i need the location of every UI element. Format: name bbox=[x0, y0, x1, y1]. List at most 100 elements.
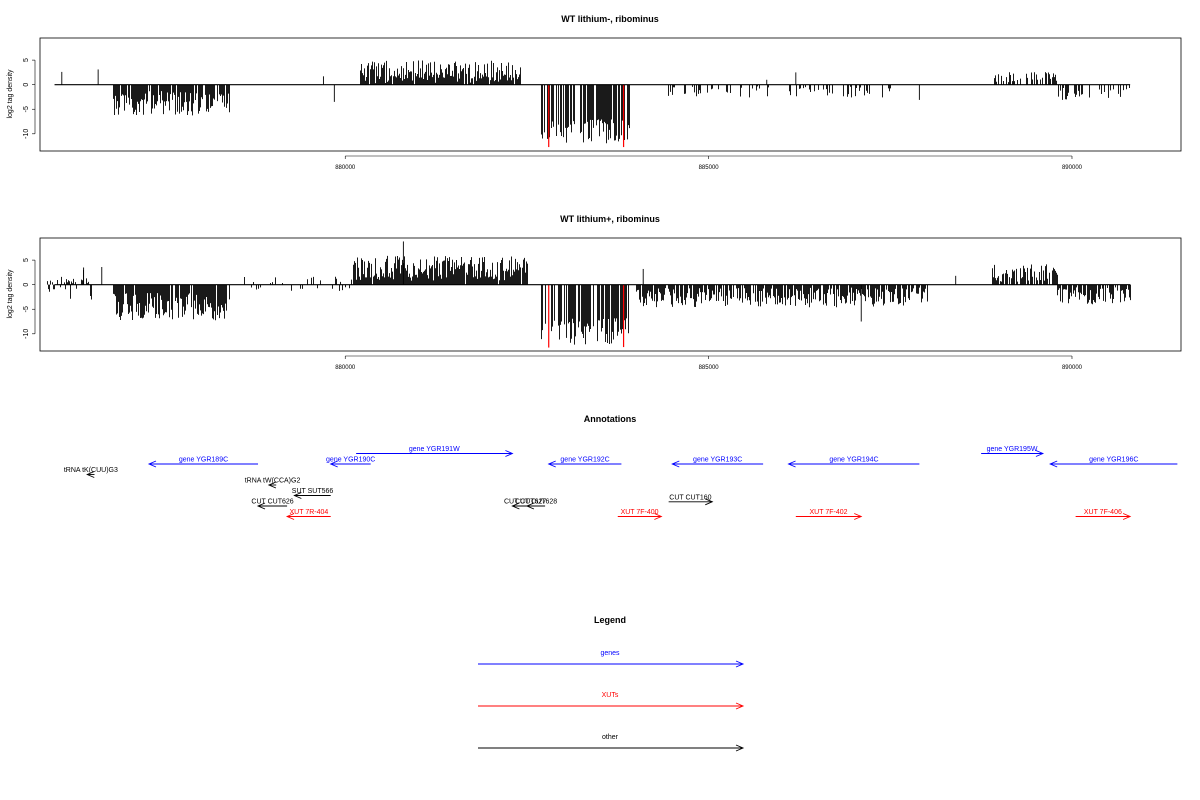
x-axis: 880000 885000 890000 bbox=[335, 355, 1083, 371]
legend-entry-gene: genes bbox=[478, 650, 745, 668]
arrow-head bbox=[547, 460, 556, 468]
feature-gene: gene YGR190C bbox=[326, 457, 375, 468]
y-tick-label: 0 bbox=[23, 283, 30, 287]
arrow-head bbox=[705, 498, 714, 506]
y-tick-label: -5 bbox=[23, 106, 30, 112]
y-tick-label: -5 bbox=[23, 306, 30, 312]
feature-gene: gene YGR194C bbox=[787, 457, 920, 468]
legend-arrow-head bbox=[735, 744, 745, 752]
arrow-head bbox=[671, 460, 680, 468]
legend-arrow-head bbox=[735, 702, 745, 710]
panel-title: WT lithium+, ribominus bbox=[560, 214, 660, 224]
arrow-head bbox=[511, 502, 520, 510]
arrow-head bbox=[654, 513, 663, 520]
feature-label: gene YGR191W bbox=[409, 446, 460, 453]
legend-arrow-head bbox=[735, 660, 745, 668]
arrow-head bbox=[267, 481, 277, 489]
feature-label: CUT CUT628 bbox=[515, 499, 557, 506]
arrow-head bbox=[505, 450, 514, 457]
plot-frame bbox=[39, 37, 1182, 152]
arrow-head bbox=[256, 502, 266, 510]
feature-arrows: gene YGR189C tRNA tK(CUU)G3 tRNA tW(CCA)G2… bbox=[64, 446, 1178, 520]
annotation-track: Annotations gene YGR189C tRNA tK(CUU)G3 tR… bbox=[64, 414, 1178, 520]
feature-label: gene YGR194C bbox=[829, 457, 878, 464]
legend-label: other bbox=[602, 734, 619, 741]
x-tick-label: 890000 bbox=[1062, 165, 1083, 171]
x-tick-label: 880000 bbox=[335, 165, 356, 171]
arrow-head bbox=[293, 492, 302, 499]
legend-label: genes bbox=[600, 650, 620, 657]
arrow-head bbox=[86, 471, 95, 478]
feature-other: tRNA tK(CUU)G3 bbox=[64, 467, 118, 478]
legend-entry-other: other bbox=[478, 734, 745, 752]
x-axis: 880000 885000 890000 bbox=[335, 155, 1083, 171]
feature-other: CUT CUT628 bbox=[515, 499, 557, 510]
feature-other: CUT CUT626 bbox=[251, 499, 294, 510]
plot-frame bbox=[39, 237, 1182, 352]
y-axis-label: log2 tag density bbox=[7, 269, 14, 319]
feature-other: tRNA tW(CCA)G2 bbox=[245, 478, 301, 489]
panel-title: WT lithium-, ribominus bbox=[561, 14, 659, 24]
feature-label: XUT 7F-400 bbox=[621, 509, 659, 516]
feature-gene: gene YGR195W bbox=[981, 446, 1045, 457]
feature-gene: gene YGR196C bbox=[1049, 457, 1178, 468]
y-axis: 5 0 -5 -10 bbox=[23, 58, 36, 139]
feature-label: XUT 7F-406 bbox=[1084, 509, 1122, 516]
track-panel-lithium-minus: WT lithium-, ribominus log2 tag density … bbox=[7, 14, 1182, 171]
density-bars bbox=[47, 241, 1131, 348]
feature-xut: XUT 7F-406 bbox=[1075, 509, 1132, 520]
y-tick-label: 5 bbox=[23, 58, 30, 62]
feature-label: SUT SUT566 bbox=[292, 488, 334, 495]
feature-label: gene YGR189C bbox=[179, 457, 228, 464]
feature-label: gene YGR196C bbox=[1089, 457, 1138, 464]
legend-entry-xut: XUTs bbox=[478, 692, 745, 710]
feature-label: XUT 7F-402 bbox=[810, 509, 848, 516]
arrow-head bbox=[787, 460, 796, 468]
y-tick-label: 0 bbox=[23, 83, 30, 87]
feature-xut: XUT 7R-404 bbox=[285, 509, 331, 520]
arrow-head bbox=[147, 460, 157, 468]
arrow-head bbox=[1122, 513, 1132, 520]
x-tick-label: 885000 bbox=[699, 365, 720, 371]
feature-label: tRNA tW(CCA)G2 bbox=[245, 478, 301, 485]
legend-entries: genes XUTs other bbox=[478, 650, 745, 752]
feature-label: CUT CUT626 bbox=[251, 499, 293, 506]
arrow-head bbox=[854, 513, 863, 520]
y-tick-label: -10 bbox=[23, 329, 30, 339]
feature-label: gene YGR192C bbox=[560, 457, 609, 464]
feature-gene: gene YGR193C bbox=[671, 457, 764, 468]
feature-xut: XUT 7F-402 bbox=[795, 509, 863, 520]
y-axis-label: log2 tag density bbox=[7, 69, 14, 119]
feature-other: SUT SUT566 bbox=[292, 488, 334, 499]
legend: Legend genes XUTs other bbox=[478, 615, 745, 752]
feature-label: gene YGR193C bbox=[693, 457, 742, 464]
annotations-title: Annotations bbox=[584, 414, 637, 424]
x-tick-label: 890000 bbox=[1062, 365, 1083, 371]
feature-gene: gene YGR189C bbox=[147, 457, 259, 468]
feature-label: gene YGR195W bbox=[987, 446, 1038, 453]
legend-title: Legend bbox=[594, 615, 626, 625]
track-panel-lithium-plus: WT lithium+, ribominus log2 tag density … bbox=[7, 214, 1182, 371]
feature-label: CUT CUT160 bbox=[669, 494, 711, 501]
feature-xut: XUT 7F-400 bbox=[617, 509, 663, 520]
arrow-head bbox=[525, 502, 535, 510]
x-tick-label: 885000 bbox=[699, 165, 720, 171]
feature-label: CUT CUT627 bbox=[504, 499, 546, 506]
y-tick-label: 5 bbox=[23, 258, 30, 262]
arrow-head bbox=[285, 513, 295, 520]
feature-label: XUT 7R-404 bbox=[290, 509, 329, 516]
legend-label: XUTs bbox=[602, 692, 619, 699]
arrow-head bbox=[1049, 460, 1058, 468]
y-tick-label: -10 bbox=[23, 129, 30, 139]
arrow-head bbox=[1035, 450, 1045, 457]
feature-gene: gene YGR191W bbox=[356, 446, 514, 457]
density-bars bbox=[61, 60, 1130, 148]
x-tick-label: 880000 bbox=[335, 365, 356, 371]
feature-gene: gene YGR192C bbox=[547, 457, 622, 468]
y-axis: 5 0 -5 -10 bbox=[23, 258, 36, 339]
feature-other: CUT CUT160 bbox=[668, 494, 714, 506]
feature-label: tRNA tK(CUU)G3 bbox=[64, 467, 118, 474]
feature-label: gene YGR190C bbox=[326, 457, 375, 464]
arrow-head bbox=[329, 460, 338, 468]
